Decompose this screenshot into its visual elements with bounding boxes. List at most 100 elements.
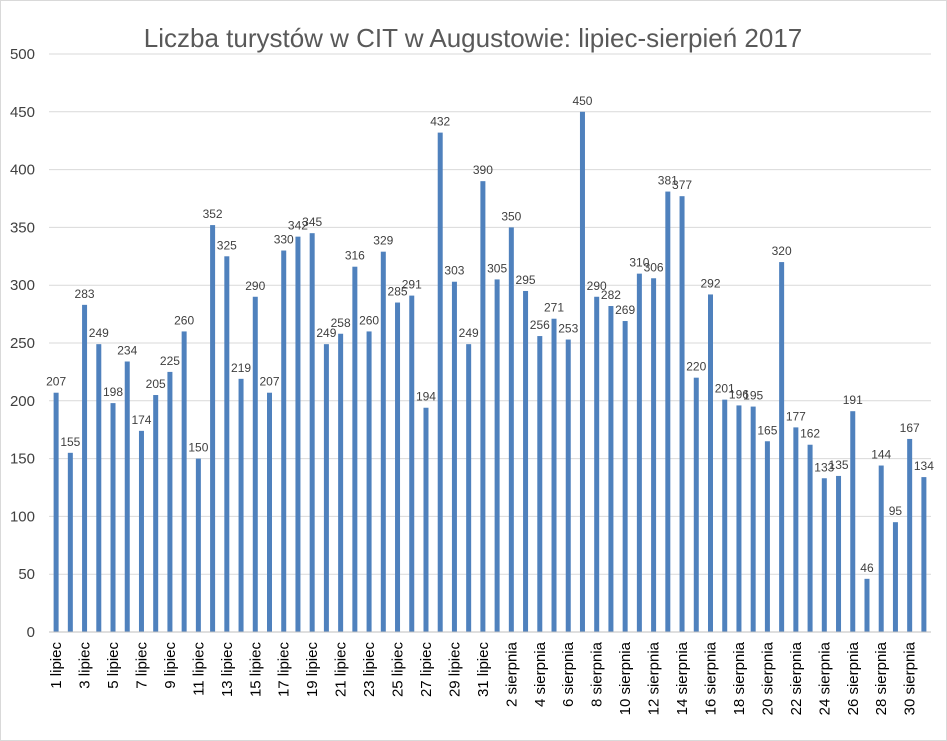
x-tick-label: 13 lipiec xyxy=(219,642,236,698)
bar-36 xyxy=(551,318,557,632)
bar-48 xyxy=(722,399,728,632)
data-label: 325 xyxy=(217,238,237,252)
data-label: 330 xyxy=(274,233,294,247)
x-tick-label: 9 lipiec xyxy=(162,642,179,689)
bar-52 xyxy=(779,262,785,632)
bar-7 xyxy=(138,430,144,632)
bar-12 xyxy=(210,225,216,632)
bar-62 xyxy=(921,477,927,632)
y-axis-ticks: 0 50 100 150 200 250 300 350 400 450 500 xyxy=(10,46,35,641)
data-label: 316 xyxy=(345,249,365,263)
bar-9 xyxy=(167,371,173,632)
x-tick-label: 25 lipiec xyxy=(390,642,407,698)
bar-5 xyxy=(110,403,116,632)
bar-10 xyxy=(181,331,187,632)
x-tick-label: 8 sierpnia xyxy=(589,641,606,707)
x-tick-label: 31 lipiec xyxy=(475,642,492,698)
data-label: 225 xyxy=(160,354,180,368)
x-tick-label: 23 lipiec xyxy=(361,642,378,698)
bar-40 xyxy=(608,306,614,632)
bar-13 xyxy=(224,256,230,632)
x-tick-label: 5 lipiec xyxy=(105,642,122,689)
x-tick-label: 28 sierpnia xyxy=(873,641,890,715)
data-label: 162 xyxy=(800,427,820,441)
bar-58 xyxy=(864,578,870,632)
data-label: 305 xyxy=(487,261,507,275)
data-label: 290 xyxy=(587,279,607,293)
x-tick-label: 30 sierpnia xyxy=(902,641,919,715)
x-tick-label: 10 sierpnia xyxy=(617,641,634,715)
bar-23 xyxy=(366,331,372,632)
data-label: 350 xyxy=(501,209,521,223)
bar-22 xyxy=(352,266,358,632)
bar-26 xyxy=(409,295,415,632)
data-label: 207 xyxy=(259,375,279,389)
data-label: 155 xyxy=(60,435,80,449)
data-label: 150 xyxy=(188,441,208,455)
bar-46 xyxy=(693,377,699,632)
x-tick-label: 18 sierpnia xyxy=(731,641,748,715)
x-tick-label: 4 sierpnia xyxy=(532,641,549,707)
bar-19 xyxy=(309,233,315,632)
bar-32 xyxy=(494,279,500,632)
bar-28 xyxy=(437,132,443,632)
bar-55 xyxy=(821,478,827,632)
x-tick-label: 14 sierpnia xyxy=(674,641,691,715)
bar-53 xyxy=(793,427,799,632)
data-label: 249 xyxy=(316,326,336,340)
x-tick-label: 15 lipiec xyxy=(247,642,264,698)
data-label: 219 xyxy=(231,361,251,375)
data-label: 95 xyxy=(889,504,903,518)
bar-59 xyxy=(878,465,884,632)
data-label: 198 xyxy=(103,385,123,399)
bar-14 xyxy=(238,378,244,632)
bar-54 xyxy=(807,444,813,632)
data-label: 177 xyxy=(786,409,806,423)
bar-4 xyxy=(96,344,102,632)
data-label: 201 xyxy=(715,382,735,396)
bar-45 xyxy=(679,196,685,633)
data-label: 253 xyxy=(558,322,578,336)
x-tick-label: 17 lipiec xyxy=(276,642,293,698)
y-tick-label: 450 xyxy=(10,104,35,121)
y-tick-label: 0 xyxy=(27,624,35,641)
data-label: 165 xyxy=(757,423,777,437)
bar-27 xyxy=(423,407,429,632)
data-label: 345 xyxy=(302,215,322,229)
bar-56 xyxy=(836,475,842,632)
x-tick-label: 11 lipiec xyxy=(190,642,207,696)
data-label: 450 xyxy=(572,94,592,108)
data-label: 306 xyxy=(644,260,664,274)
x-tick-label: 7 lipiec xyxy=(133,642,150,689)
bar-18 xyxy=(295,236,301,632)
data-label: 256 xyxy=(530,318,550,332)
y-tick-label: 250 xyxy=(10,335,35,352)
y-tick-label: 500 xyxy=(10,46,35,63)
x-tick-label: 26 sierpnia xyxy=(845,641,862,715)
bar-44 xyxy=(665,191,671,632)
y-tick-label: 100 xyxy=(10,508,35,525)
bar-31 xyxy=(480,181,486,632)
data-label: 292 xyxy=(700,276,720,290)
bar-30 xyxy=(466,344,472,632)
bar-50 xyxy=(750,406,756,632)
data-label: 258 xyxy=(331,316,351,330)
x-tick-label: 16 sierpnia xyxy=(703,641,720,715)
data-label: 134 xyxy=(914,459,934,473)
x-tick-label: 12 sierpnia xyxy=(646,641,663,715)
y-tick-label: 350 xyxy=(10,219,35,236)
bar-38 xyxy=(579,111,585,633)
bar-8 xyxy=(153,395,159,632)
data-label: 195 xyxy=(743,389,763,403)
y-tick-label: 50 xyxy=(18,566,35,583)
data-label: 432 xyxy=(430,115,450,129)
data-label: 133 xyxy=(814,460,834,474)
bar-21 xyxy=(338,333,344,632)
data-label: 249 xyxy=(89,326,109,340)
data-label: 271 xyxy=(544,301,564,315)
x-tick-label: 1 lipiec xyxy=(48,642,65,689)
data-label: 220 xyxy=(686,360,706,374)
y-tick-label: 300 xyxy=(10,277,35,294)
bar-35 xyxy=(537,336,543,632)
